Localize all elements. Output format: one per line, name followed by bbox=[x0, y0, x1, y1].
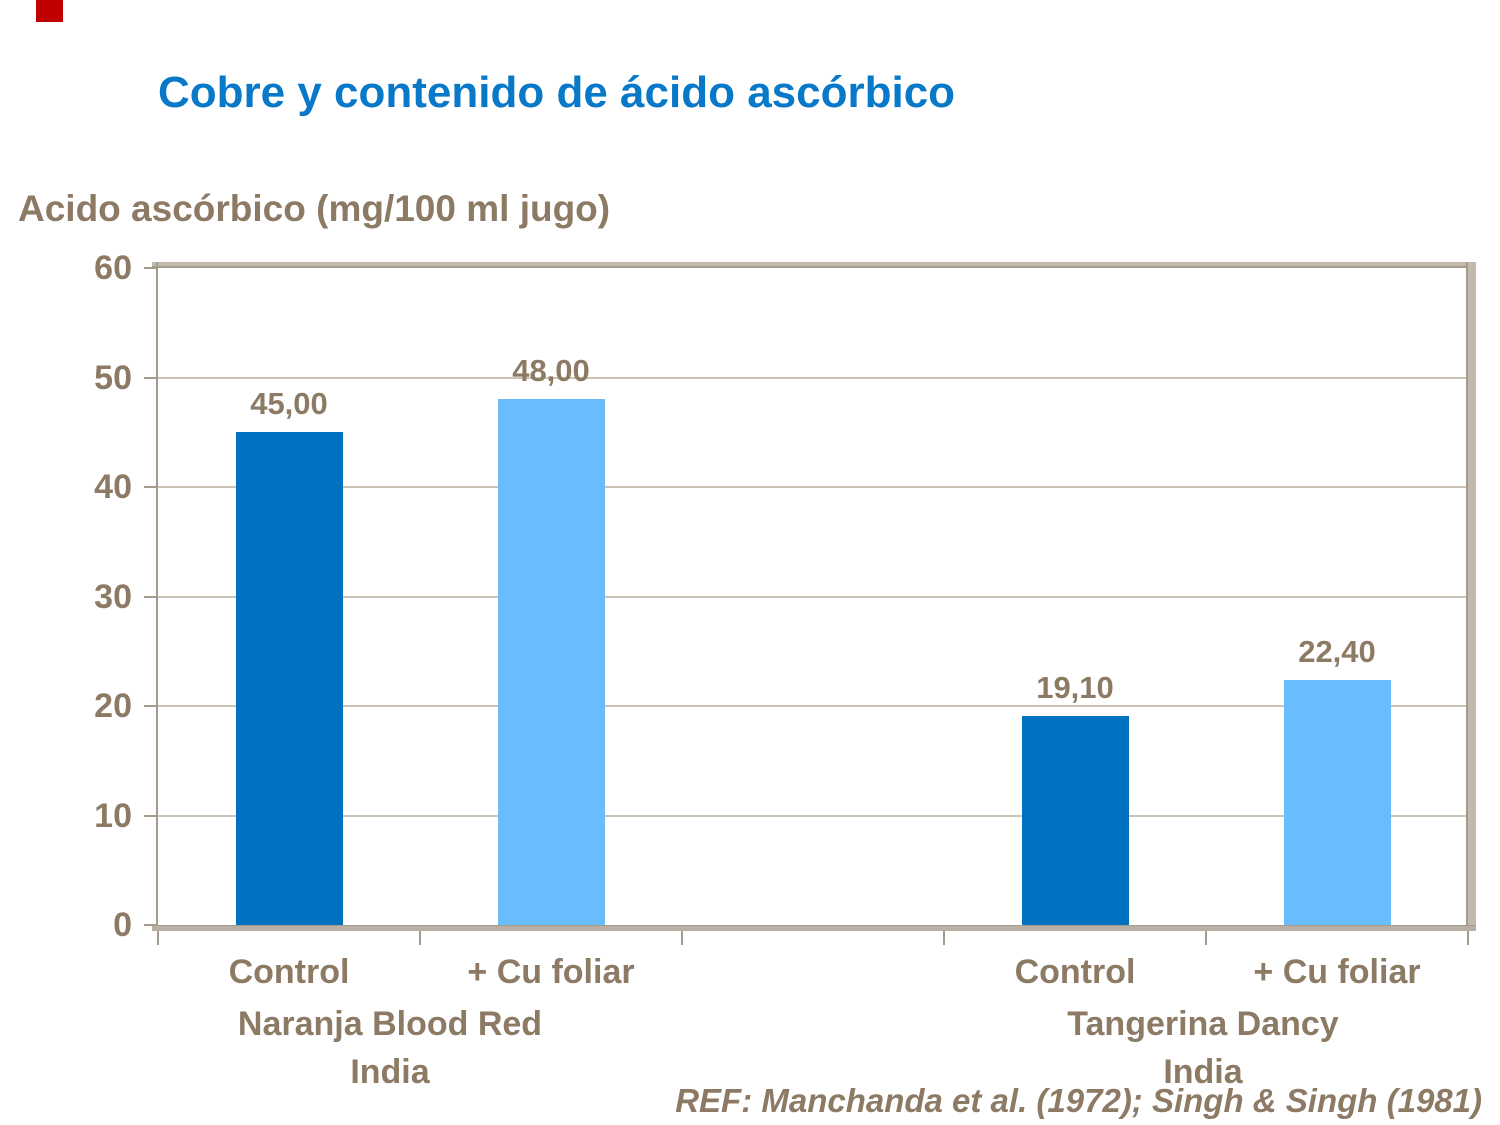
gridline-40 bbox=[158, 486, 1468, 488]
bar-tangerina-dancy-control bbox=[1022, 716, 1129, 925]
y-tick-mark bbox=[144, 814, 158, 817]
plot-border-top bbox=[152, 262, 1476, 268]
chart-title: Cobre y contenido de ácido ascórbico bbox=[158, 68, 956, 117]
y-tick-label: 10 bbox=[94, 796, 132, 835]
gridline-10 bbox=[158, 814, 1468, 817]
x-tick-mark bbox=[157, 931, 159, 945]
bar-value-label: 45,00 bbox=[250, 386, 328, 421]
group-label-line2: India bbox=[1163, 1053, 1243, 1091]
group-label-line2: India bbox=[350, 1053, 430, 1091]
y-tick-label: 0 bbox=[113, 906, 132, 944]
y-tick-label: 20 bbox=[94, 687, 132, 725]
category-label: Control bbox=[228, 953, 350, 991]
category-label: + Cu foliar bbox=[1253, 953, 1421, 991]
category-label: Control bbox=[1014, 953, 1136, 991]
x-tick-mark bbox=[1467, 931, 1469, 945]
y-tick-mark bbox=[144, 376, 158, 379]
y-tick-mark bbox=[144, 486, 158, 488]
y-tick-label: 50 bbox=[94, 358, 132, 397]
red-corner-mark bbox=[36, 0, 63, 22]
y-axis-title: Acido ascórbico (mg/100 ml jugo) bbox=[18, 188, 611, 229]
x-tick-mark bbox=[681, 931, 683, 945]
bar-naranja-blood-red-control bbox=[236, 432, 343, 925]
y-tick-label: 40 bbox=[94, 468, 132, 506]
y-tick-mark bbox=[144, 595, 158, 598]
y-axis-line bbox=[156, 262, 158, 931]
y-tick-label: 60 bbox=[94, 249, 132, 287]
x-tick-mark bbox=[1205, 931, 1207, 945]
reference-text: REF: Manchanda et al. (1972); Singh & Si… bbox=[675, 1082, 1482, 1119]
y-tick-mark bbox=[144, 924, 158, 926]
bar-value-label: 22,40 bbox=[1298, 634, 1376, 669]
x-axis-line bbox=[152, 925, 1476, 931]
group-label-line1: Naranja Blood Red bbox=[237, 1005, 543, 1043]
group-label-line1: Tangerina Dancy bbox=[1067, 1005, 1339, 1043]
y-tick-mark bbox=[144, 705, 158, 707]
bar-value-label: 19,10 bbox=[1036, 670, 1114, 705]
y-tick-label: 30 bbox=[94, 577, 132, 616]
plot-border-right bbox=[1466, 262, 1476, 931]
x-tick-mark bbox=[419, 931, 421, 945]
bar-tangerina-dancy-cu-foliar bbox=[1284, 680, 1391, 925]
y-tick-mark bbox=[144, 267, 158, 269]
bar-naranja-blood-red-cu-foliar bbox=[498, 399, 605, 925]
gridline-30 bbox=[158, 595, 1468, 598]
bar-value-label: 48,00 bbox=[512, 353, 590, 388]
gridline-20 bbox=[158, 705, 1468, 707]
gridline-50 bbox=[158, 376, 1468, 379]
category-label: + Cu foliar bbox=[467, 953, 635, 991]
x-tick-mark bbox=[943, 931, 945, 945]
